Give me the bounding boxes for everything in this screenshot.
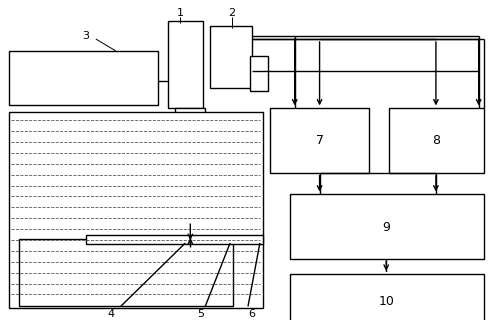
Bar	[9, 51, 159, 105]
Bar	[183, 233, 197, 243]
Bar	[290, 194, 484, 259]
Text: 7: 7	[316, 134, 324, 147]
Text: 5: 5	[197, 309, 204, 319]
Text: 1: 1	[177, 8, 184, 18]
Bar	[168, 21, 203, 108]
Bar	[175, 108, 205, 237]
Text: 8: 8	[432, 134, 440, 147]
Bar	[389, 108, 484, 173]
Text: 10: 10	[378, 295, 394, 308]
Text: 9: 9	[382, 221, 390, 234]
Bar	[290, 274, 484, 322]
Bar	[86, 235, 263, 244]
Text: 2: 2	[228, 8, 236, 18]
Bar	[9, 112, 263, 308]
Bar	[19, 239, 233, 306]
Bar	[210, 26, 252, 88]
Bar	[250, 56, 268, 90]
Bar	[270, 108, 369, 173]
Text: 6: 6	[248, 309, 255, 319]
Text: 3: 3	[82, 31, 89, 41]
Text: 4: 4	[107, 309, 114, 319]
